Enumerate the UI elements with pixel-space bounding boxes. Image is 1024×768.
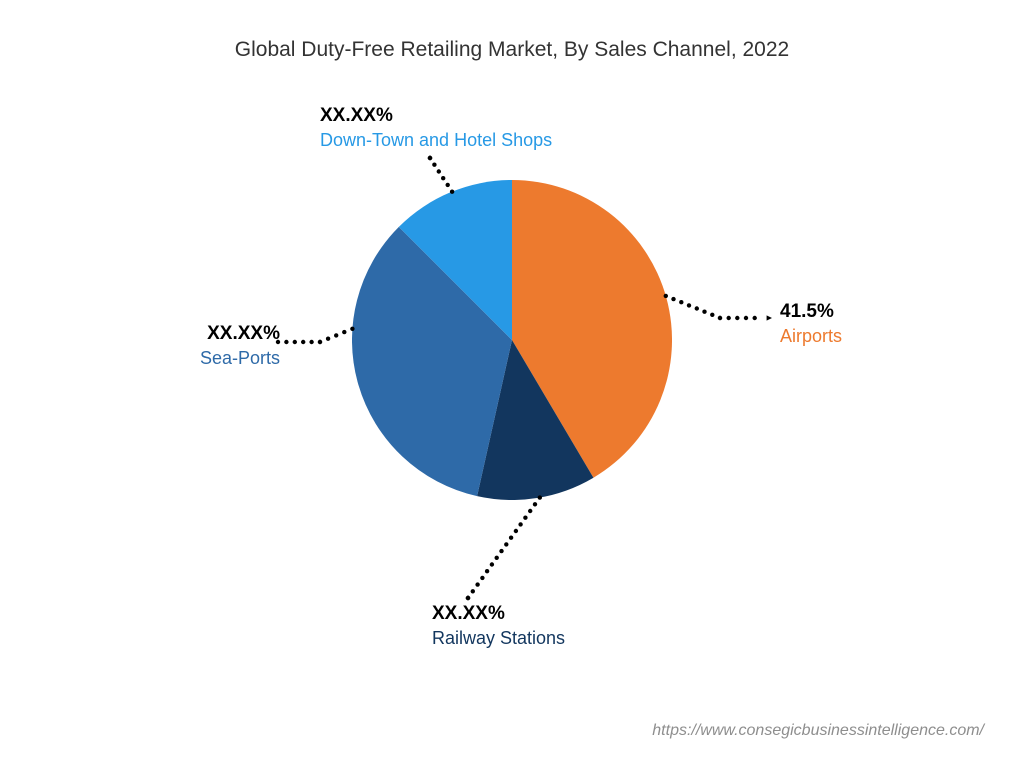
leader-dot: [695, 306, 699, 310]
leader-dot: [342, 330, 346, 334]
leader-dot: [437, 169, 441, 173]
leader-dot: [428, 156, 432, 160]
leader-dot: [514, 529, 518, 533]
leader-dot: [727, 316, 731, 320]
leader-dot: [466, 596, 470, 600]
label-seaports-pct: XX.XX%: [170, 322, 280, 347]
leader-dot: [284, 340, 288, 344]
leader-dot: [466, 596, 470, 600]
leader-dot: [702, 310, 706, 314]
label-downtown: XX.XX% Down-Town and Hotel Shops: [320, 104, 552, 152]
leader-dot: [309, 340, 313, 344]
leader-arrowhead: [767, 315, 772, 320]
leader-dot: [533, 502, 537, 506]
leader-dot: [523, 516, 527, 520]
pie-svg: [352, 180, 672, 500]
leader-dot: [499, 549, 503, 553]
leader-dot: [518, 522, 522, 526]
leader-dot: [687, 303, 691, 307]
leader-dot: [718, 316, 722, 320]
label-airports: 41.5% Airports: [780, 300, 842, 348]
leader-dot: [428, 156, 432, 160]
label-downtown-name: Down-Town and Hotel Shops: [320, 129, 552, 152]
leader-dot: [334, 333, 338, 337]
leader-dot: [326, 337, 330, 341]
leader-dot: [466, 596, 470, 600]
leader-dot: [432, 163, 436, 167]
label-downtown-pct: XX.XX%: [320, 104, 552, 129]
label-airports-pct: 41.5%: [780, 300, 842, 325]
leader-dot: [428, 156, 432, 160]
label-airports-name: Airports: [780, 325, 842, 348]
leader-dot: [509, 536, 513, 540]
leader-dot: [480, 576, 484, 580]
label-railway: XX.XX% Railway Stations: [432, 602, 565, 650]
label-railway-name: Railway Stations: [432, 627, 565, 650]
leader-dot: [744, 316, 748, 320]
leader-dot: [301, 340, 305, 344]
leader-dot: [318, 340, 322, 344]
leader-dot: [504, 542, 508, 546]
leader-dot: [485, 569, 489, 573]
leader-dot: [718, 316, 722, 320]
leader-dot: [475, 582, 479, 586]
attribution-text: https://www.consegicbusinessintelligence…: [652, 722, 984, 740]
leader-dot: [735, 316, 739, 320]
leader-dot: [318, 340, 322, 344]
leader-dot: [679, 300, 683, 304]
leader-dot: [528, 509, 532, 513]
leader-dot: [466, 596, 470, 600]
label-seaports-name: Sea-Ports: [170, 347, 280, 370]
pie-chart: [352, 180, 672, 500]
leader-dot: [495, 556, 499, 560]
leader-dot: [490, 562, 494, 566]
leader-dot: [710, 313, 714, 317]
leader-dot: [293, 340, 297, 344]
leader-dot: [471, 589, 475, 593]
leader-dot: [753, 316, 757, 320]
chart-title: Global Duty-Free Retailing Market, By Sa…: [0, 38, 1024, 62]
leader-dot: [428, 156, 432, 160]
label-seaports: XX.XX% Sea-Ports: [170, 322, 280, 370]
label-railway-pct: XX.XX%: [432, 602, 565, 627]
